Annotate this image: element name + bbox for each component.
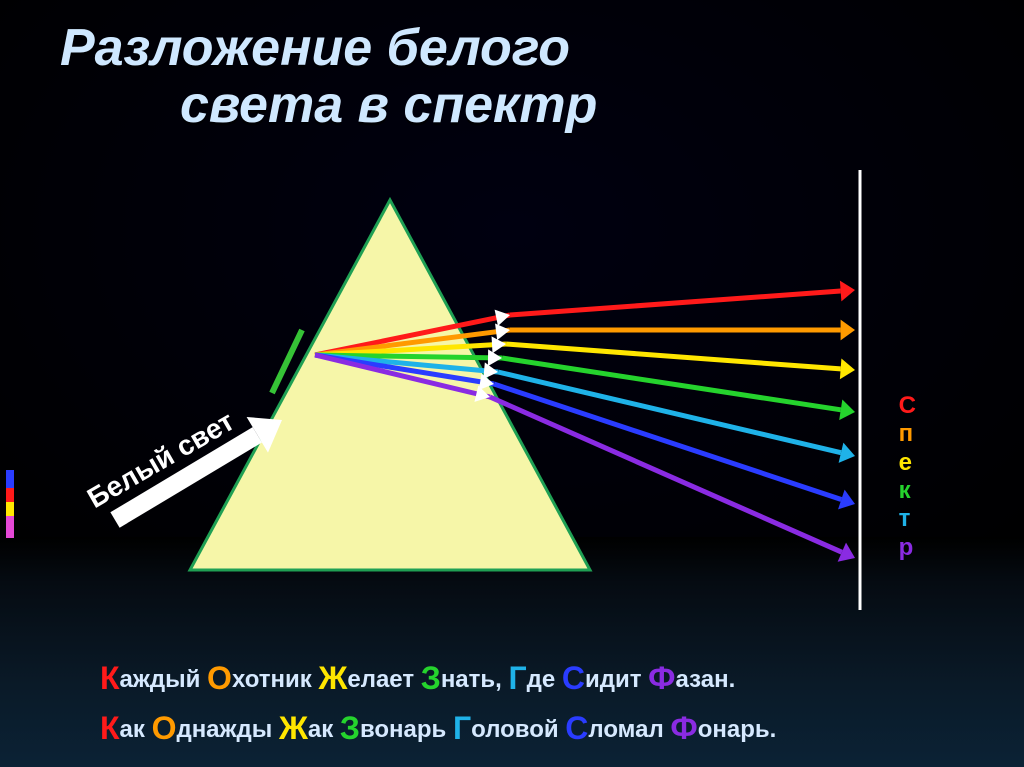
inner-ray-head-cyan xyxy=(483,362,498,379)
spectrum-letter: С xyxy=(899,392,916,420)
mnemonic-rest: елает xyxy=(347,666,420,693)
sidebar-swatch xyxy=(6,470,14,488)
mnemonic-rest: вонарь xyxy=(360,716,453,743)
mnemonic-rest: аждый xyxy=(120,666,208,693)
spectrum-letter: е xyxy=(899,449,916,477)
mnemonic-rest: днажды xyxy=(176,716,279,743)
mnemonic-rest: онарь. xyxy=(698,716,777,743)
mnemonic-cap: Г xyxy=(453,710,471,746)
mnemonic-cap: О xyxy=(152,710,177,746)
mnemonic-rest: азан. xyxy=(675,666,735,693)
mnemonic-cap: Ф xyxy=(670,710,697,746)
mnemonic-rest: ломал xyxy=(588,716,670,743)
mnemonic-cap: К xyxy=(100,710,120,746)
thumbnail-color-strip xyxy=(6,470,14,538)
sidebar-swatch xyxy=(6,502,14,516)
mnemonic-cap: С xyxy=(562,660,585,696)
mnemonic-cap: Г xyxy=(509,660,527,696)
mnemonic-cap: З xyxy=(421,660,441,696)
mnemonic-cap: Ж xyxy=(279,710,308,746)
mnemonic-cap: С xyxy=(565,710,588,746)
spectrum-letter: р xyxy=(899,534,916,562)
diagram-svg xyxy=(0,0,1024,767)
sidebar-swatch xyxy=(6,488,14,502)
mnemonic-cap: Ф xyxy=(648,660,675,696)
mnemonic-cap: К xyxy=(100,660,120,696)
inner-ray-head-yellow xyxy=(492,336,506,353)
outer-ray-yellow xyxy=(506,344,855,379)
outer-ray-red xyxy=(510,281,855,315)
mnemonic-cap: О xyxy=(207,660,232,696)
spectrum-vertical-label: Спектр xyxy=(899,392,916,562)
mnemonic-rest: оловой xyxy=(471,716,565,743)
mnemonic-rest: нать, xyxy=(441,666,509,693)
mnemonic-rest: ак xyxy=(120,716,152,743)
slide-stage: Разложение белого света в спектр Белый с… xyxy=(0,0,1024,767)
prism-triangle xyxy=(190,200,590,570)
mnemonic-cap: З xyxy=(340,710,360,746)
sidebar-swatch xyxy=(6,516,14,538)
spectrum-letter: т xyxy=(899,505,916,533)
mnemonic-rest: де xyxy=(527,666,562,693)
mnemonic-rest: хотник xyxy=(232,666,319,693)
mnemonic-rest: идит xyxy=(585,666,648,693)
spectrum-letter: к xyxy=(899,477,916,505)
mnemonic-cap: Ж xyxy=(318,660,347,696)
outer-ray-orange xyxy=(510,320,855,341)
inner-ray-head-green xyxy=(488,349,502,366)
spectrum-letter: п xyxy=(899,420,916,448)
mnemonic-line-1: Каждый Охотник Желает Знать, Где Сидит Ф… xyxy=(100,660,984,697)
mnemonic-rest: ак xyxy=(308,716,340,743)
mnemonic-line-2: Как Однажды Жак Звонарь Головой Сломал Ф… xyxy=(100,710,984,747)
